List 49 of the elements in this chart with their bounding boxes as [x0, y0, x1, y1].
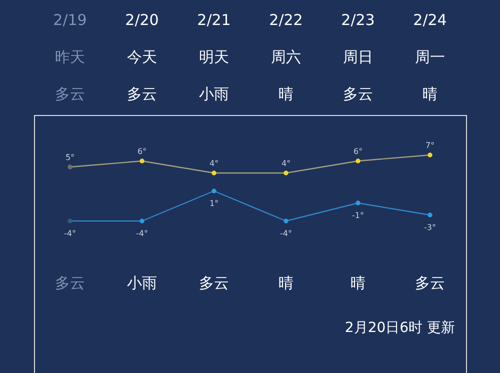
point: [428, 152, 432, 158]
text: 多云: [55, 274, 85, 292]
text: 2月20日6时 更新: [344, 320, 455, 336]
text: 周一: [415, 48, 445, 66]
x-tick-label: 2/23: [341, 11, 375, 29]
x-tick-label: 2/21: [197, 11, 231, 29]
x-tick-label: 2/22: [269, 11, 303, 29]
point: [356, 200, 360, 206]
x-tick-label: 2/20: [125, 11, 159, 29]
point: [140, 158, 144, 164]
point: [212, 188, 216, 194]
point: [356, 158, 360, 164]
point: [428, 212, 432, 218]
data-label: 4°: [209, 159, 219, 168]
text: 晴: [350, 274, 366, 292]
text: 周日: [343, 48, 373, 66]
point: [284, 218, 288, 224]
x-tick-label: 2/24: [413, 11, 447, 29]
point: [212, 170, 216, 176]
x-tick-label: 2/19: [53, 11, 87, 29]
text: 小雨: [127, 274, 157, 292]
text: 今天: [127, 48, 157, 66]
data-label: 1°: [209, 199, 219, 208]
point: [68, 164, 72, 170]
data-label: 6°: [353, 147, 363, 156]
data-label: 6°: [137, 147, 147, 156]
data-label: -4°: [64, 229, 76, 238]
text: 周六: [271, 48, 301, 66]
text: 小雨: [199, 85, 229, 103]
text: 多云: [415, 274, 445, 292]
text: 晴: [278, 85, 294, 103]
data-label: 7°: [425, 141, 435, 150]
text: 明天: [199, 48, 229, 66]
data-label: -1°: [352, 211, 364, 220]
data-label: -3°: [424, 223, 436, 232]
point: [284, 170, 288, 176]
point: [68, 218, 72, 224]
data-label: 4°: [281, 159, 291, 168]
text: 晴: [278, 274, 294, 292]
text: 晴: [422, 85, 438, 103]
text: 多云: [199, 274, 229, 292]
data-label: 5°: [65, 153, 75, 162]
point: [140, 218, 144, 224]
text: 多云: [343, 85, 373, 103]
text: 昨天: [55, 48, 85, 66]
text: 多云: [127, 85, 157, 103]
data-label: -4°: [136, 229, 148, 238]
text: 多云: [55, 85, 85, 103]
data-label: -4°: [280, 229, 292, 238]
